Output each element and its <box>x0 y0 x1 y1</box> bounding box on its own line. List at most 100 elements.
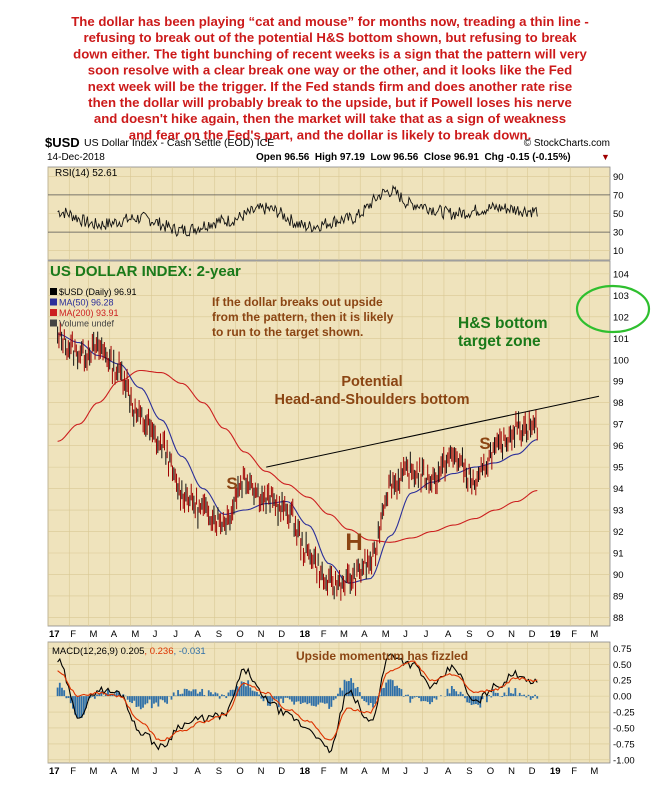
x-tick-label: S <box>216 766 222 777</box>
y-tick-label: 94 <box>613 484 624 495</box>
commentary-line: then the dollar will probably break to t… <box>88 95 572 110</box>
y-tick-label: 90 <box>613 570 624 581</box>
commentary-line: next week will be the trigger. If the Fe… <box>88 79 572 94</box>
x-tick-label: M <box>382 766 390 777</box>
ma200-line <box>57 369 538 543</box>
y-tick-label: 88 <box>613 613 624 624</box>
legend-swatch <box>50 298 57 306</box>
price-background <box>47 260 611 627</box>
annotation-text: H&S bottom <box>458 315 548 332</box>
y-tick-label: 0.00 <box>613 692 632 703</box>
x-tick-label: N <box>508 766 515 777</box>
y-tick-label: 101 <box>613 334 629 345</box>
symbol-label: $USD <box>45 135 80 150</box>
rsi-panel: 90 70 50 30 10 RSI(14) 52.61 <box>47 166 624 261</box>
macd-line <box>57 653 538 754</box>
y-tick-label: 104 <box>613 269 629 280</box>
x-tick-label: 17 <box>49 766 60 777</box>
macd-legend: MACD(12,26,9) 0.205, 0.236, -0.031 <box>52 646 206 657</box>
legend-swatch <box>50 319 57 327</box>
x-tick-label: N <box>258 629 265 640</box>
x-tick-label: 19 <box>550 766 561 777</box>
x-tick-label: J <box>153 629 158 640</box>
y-tick-label: 70 <box>613 190 624 201</box>
x-tick-label: O <box>487 629 494 640</box>
x-tick-label: M <box>590 766 598 777</box>
ohlc-label: Open 96.56 High 97.19 Low 96.56 Close 96… <box>256 152 571 163</box>
date-axis-bottom: 17 F M A M J J A S O N D 18 F M A M J J A S O N D 19 F M <box>49 766 598 777</box>
annotation-text: target zone <box>458 333 541 350</box>
y-tick-label: 10 <box>613 246 624 257</box>
commentary-line: The dollar has been playing “cat and mou… <box>71 14 589 29</box>
annotation-text: If the dollar breaks out upside <box>212 295 383 309</box>
signal-line <box>57 660 538 742</box>
x-tick-label: O <box>236 629 243 640</box>
pattern-letter: S <box>226 474 237 493</box>
y-tick-label: 98 <box>613 398 624 409</box>
y-tick-label: 91 <box>613 549 624 560</box>
y-tick-label: 103 <box>613 291 629 302</box>
y-tick-label: 92 <box>613 527 624 538</box>
macd-panel: 0.75 0.50 0.25 0.00 -0.25 -0.50 -0.75 -1.00 MACD… <box>47 641 635 766</box>
x-tick-label: A <box>361 766 368 777</box>
pattern-letter: H <box>345 529 362 556</box>
x-tick-label: N <box>508 629 515 640</box>
x-tick-label: S <box>216 629 222 640</box>
x-tick-label: O <box>487 766 494 777</box>
x-tick-label: A <box>111 629 118 640</box>
x-tick-label: M <box>89 629 97 640</box>
x-tick-label: M <box>131 766 139 777</box>
x-tick-label: F <box>571 766 577 777</box>
y-tick-label: 0.75 <box>613 644 632 655</box>
legend-label: MA(200) 93.91 <box>59 308 119 318</box>
x-tick-label: N <box>258 766 265 777</box>
x-tick-label: M <box>382 629 390 640</box>
y-tick-label: -1.00 <box>613 755 635 766</box>
x-tick-label: A <box>194 766 201 777</box>
x-tick-label: A <box>111 766 118 777</box>
x-tick-label: J <box>424 766 429 777</box>
x-tick-label: A <box>194 629 201 640</box>
chart-heading: US DOLLAR INDEX: 2-year <box>50 263 241 280</box>
x-tick-label: J <box>424 629 429 640</box>
x-tick-label: J <box>173 629 178 640</box>
y-tick-label: 96 <box>613 441 624 452</box>
commentary-line: refusing to break out of the potential H… <box>83 30 577 45</box>
index-name: US Dollar Index - Cash Settle (EOD) ICE <box>84 137 274 149</box>
annotation-text: Potential <box>341 374 402 390</box>
x-tick-label: J <box>153 766 158 777</box>
y-tick-label: 93 <box>613 506 624 517</box>
macd-legend-part: , 0.236 <box>144 646 173 657</box>
legend-swatch <box>50 288 57 295</box>
rsi-legend: RSI(14) 52.61 <box>55 168 118 179</box>
credit-label: © StockCharts.com <box>524 138 610 149</box>
legend-label: MA(50) 96.28 <box>59 298 114 308</box>
ma50-line <box>57 333 538 584</box>
x-tick-label: D <box>278 766 285 777</box>
x-tick-label: D <box>278 629 285 640</box>
macd-legend-part: 0.205 <box>118 646 144 657</box>
x-tick-label: M <box>340 766 348 777</box>
y-tick-label: 95 <box>613 463 624 474</box>
x-tick-label: F <box>321 629 327 640</box>
x-tick-label: J <box>173 766 178 777</box>
x-tick-label: M <box>89 766 97 777</box>
price-panel: 104 103 102 101 100 99 98 97 96 95 94 93 92 91 90 89 88 U… <box>47 260 629 627</box>
legend-label: $USD (Daily) 96.91 <box>59 287 137 297</box>
x-tick-label: A <box>361 629 368 640</box>
annotation-text: to run to the target shown. <box>212 325 363 339</box>
date-label: 14-Dec-2018 <box>47 152 105 163</box>
x-tick-label: 17 <box>49 629 60 640</box>
x-tick-label: J <box>403 766 408 777</box>
x-tick-label: F <box>70 766 76 777</box>
rsi-line <box>57 184 538 237</box>
commentary-text: The dollar has been playing “cat and mou… <box>71 14 589 142</box>
macd-annotation: Upside momentum has fizzled <box>296 649 468 663</box>
x-tick-label: A <box>445 629 452 640</box>
x-tick-label: S <box>466 629 472 640</box>
x-tick-label: S <box>466 766 472 777</box>
x-tick-label: F <box>321 766 327 777</box>
y-tick-label: 89 <box>613 591 624 602</box>
